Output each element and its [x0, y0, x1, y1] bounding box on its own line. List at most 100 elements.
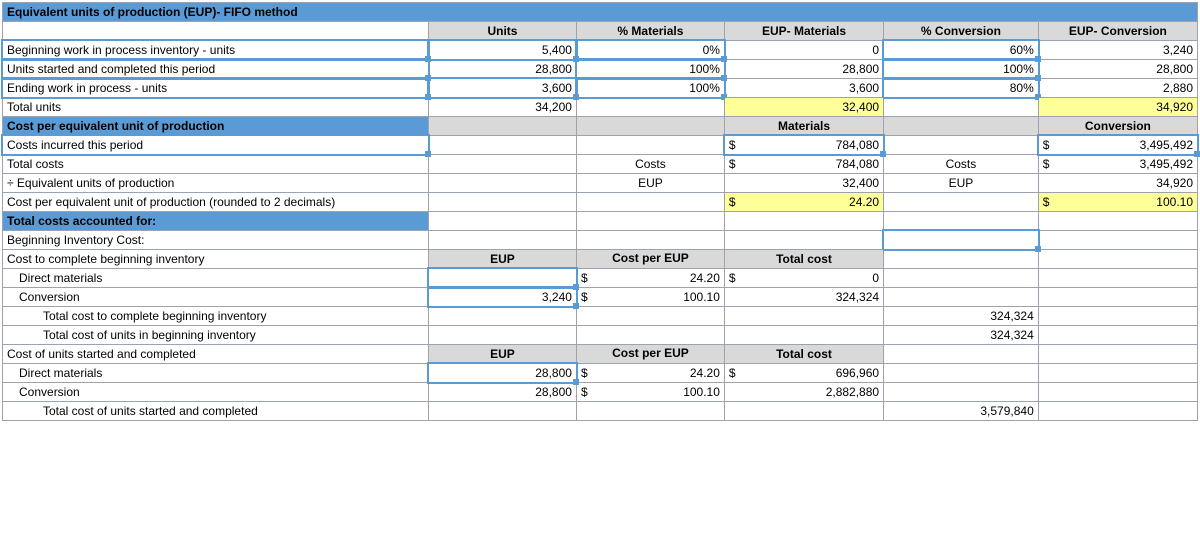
col-materials: Materials — [724, 117, 883, 136]
rate: $100.10 — [576, 288, 724, 307]
conv: $100.10 — [1038, 193, 1197, 212]
pmat[interactable]: 100% — [576, 79, 724, 98]
mat-lbl: EUP — [576, 174, 724, 193]
row-tc-started-completed: Total cost of units started and complete… — [3, 402, 1198, 421]
row-cv2: Conversion 28,800 $100.10 2,882,880 — [3, 383, 1198, 402]
section-cost-per-eup: Cost per equivalent unit of production — [3, 117, 429, 136]
row-total-units: Total units 34,200 32,400 34,920 — [3, 98, 1198, 117]
section-total-costs: Total costs accounted for: — [3, 212, 429, 231]
units: 34,200 — [428, 98, 576, 117]
col-econv: EUP- Conversion — [1038, 22, 1197, 41]
col-pmat: % Materials — [576, 22, 724, 41]
emat: 28,800 — [724, 60, 883, 79]
label: Total units — [3, 98, 429, 117]
eup[interactable]: 3,240 — [428, 288, 576, 307]
econv: 34,920 — [1038, 98, 1197, 117]
row-total-costs: Total costs Costs $784,080 Costs $3,495,… — [3, 155, 1198, 174]
blank — [3, 22, 429, 41]
eup: 28,800 — [428, 383, 576, 402]
label: Beginning work in process inventory - un… — [3, 41, 429, 60]
total: 324,324 — [724, 288, 883, 307]
pconv[interactable]: 60% — [884, 41, 1039, 60]
col-pconv: % Conversion — [884, 22, 1039, 41]
emat: 32,400 — [724, 98, 883, 117]
amt: 324,324 — [884, 326, 1039, 345]
col-total: Total cost — [724, 250, 883, 269]
label: Total cost of units started and complete… — [3, 402, 429, 421]
units: 28,800 — [428, 60, 576, 79]
label: ÷ Equivalent units of production — [3, 174, 429, 193]
pmat[interactable]: 100% — [576, 60, 724, 79]
pconv[interactable]: 100% — [884, 60, 1039, 79]
label: Costs incurred this period — [3, 136, 429, 155]
pmat[interactable]: 0% — [576, 41, 724, 60]
col-units: Units — [428, 22, 576, 41]
row-costs-incurred: Costs incurred this period $784,080 $3,4… — [3, 136, 1198, 155]
conv: $3,495,492 — [1038, 155, 1197, 174]
label: Ending work in process - units — [3, 79, 429, 98]
input[interactable] — [884, 231, 1039, 250]
conv-lbl: Costs — [884, 155, 1039, 174]
eup[interactable] — [428, 269, 576, 288]
units[interactable]: 3,600 — [428, 79, 576, 98]
label: Conversion — [3, 383, 429, 402]
eup-fifo-table: Equivalent units of production (EUP)- FI… — [2, 2, 1198, 421]
label: Cost of units started and completed — [3, 345, 429, 364]
mat-lbl: Costs — [576, 155, 724, 174]
row-cost-started-completed: Cost of units started and completed EUP … — [3, 345, 1198, 364]
label: Direct materials — [3, 269, 429, 288]
emat: 3,600 — [724, 79, 883, 98]
rate: $24.20 — [576, 269, 724, 288]
row-tc-units-bi: Total cost of units in beginning invento… — [3, 326, 1198, 345]
label: Beginning Inventory Cost: — [3, 231, 429, 250]
col-total: Total cost — [724, 345, 883, 364]
label: Cost per equivalent unit of production (… — [3, 193, 429, 212]
row-beg-inv-cost: Beginning Inventory Cost: — [3, 231, 1198, 250]
row-cost-complete-bi: Cost to complete beginning inventory EUP… — [3, 250, 1198, 269]
amt: 3,579,840 — [884, 402, 1039, 421]
col-emat: EUP- Materials — [724, 22, 883, 41]
col-conversion: Conversion — [1038, 117, 1197, 136]
pconv[interactable]: 80% — [884, 79, 1039, 98]
econv: 28,800 — [1038, 60, 1197, 79]
rate: $24.20 — [576, 364, 724, 383]
total: $0 — [724, 269, 883, 288]
label: Total cost of units in beginning invento… — [3, 326, 429, 345]
amt: 324,324 — [884, 307, 1039, 326]
econv: 2,880 — [1038, 79, 1197, 98]
conv-lbl: EUP — [884, 174, 1039, 193]
label: Total cost to complete beginning invento… — [3, 307, 429, 326]
row-cost-per-eup-result: Cost per equivalent unit of production (… — [3, 193, 1198, 212]
label: Direct materials — [3, 364, 429, 383]
eup[interactable]: 28,800 — [428, 364, 576, 383]
col-eup: EUP — [428, 250, 576, 269]
rate: $100.10 — [576, 383, 724, 402]
row-dm2: Direct materials 28,800 $24.20 $696,960 — [3, 364, 1198, 383]
col-cpe: Cost per EUP — [576, 250, 724, 269]
mat: $24.20 — [724, 193, 883, 212]
mat[interactable]: $784,080 — [724, 136, 883, 155]
econv: 3,240 — [1038, 41, 1197, 60]
col-eup: EUP — [428, 345, 576, 364]
row-cv1: Conversion 3,240 $100.10 324,324 — [3, 288, 1198, 307]
label: Total costs — [3, 155, 429, 174]
mat: $784,080 — [724, 155, 883, 174]
label: Cost to complete beginning inventory — [3, 250, 429, 269]
conv[interactable]: $3,495,492 — [1038, 136, 1197, 155]
row-div-eup: ÷ Equivalent units of production EUP 32,… — [3, 174, 1198, 193]
total: $696,960 — [724, 364, 883, 383]
label: Conversion — [3, 288, 429, 307]
row-ewip: Ending work in process - units 3,600 100… — [3, 79, 1198, 98]
conv: 34,920 — [1038, 174, 1197, 193]
total: 2,882,880 — [724, 383, 883, 402]
mat: 32,400 — [724, 174, 883, 193]
row-tc-complete-bi: Total cost to complete beginning invento… — [3, 307, 1198, 326]
row-bwip: Beginning work in process inventory - un… — [3, 41, 1198, 60]
col-cpe: Cost per EUP — [576, 345, 724, 364]
emat: 0 — [724, 41, 883, 60]
table-title: Equivalent units of production (EUP)- FI… — [3, 3, 1198, 22]
row-dm1: Direct materials $24.20 $0 — [3, 269, 1198, 288]
row-started-completed: Units started and completed this period … — [3, 60, 1198, 79]
label: Units started and completed this period — [3, 60, 429, 79]
units[interactable]: 5,400 — [428, 41, 576, 60]
